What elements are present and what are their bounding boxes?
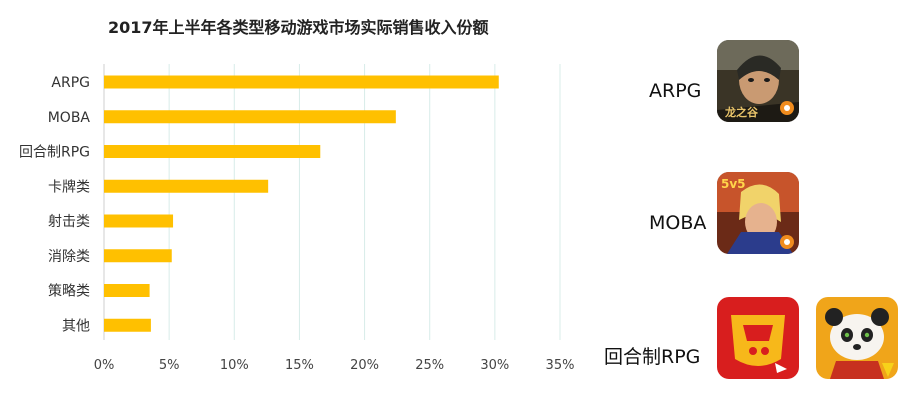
bar: [104, 110, 396, 124]
x-tick-label: 30%: [480, 358, 509, 373]
x-tick-label: 35%: [546, 358, 575, 373]
moba-badge-text: 5v5: [721, 177, 746, 191]
y-category-label: 射击类: [48, 214, 90, 230]
bar-chart: 0% 5% 10% 15% 20% 25% 30% 35% ARPG MOBA 回合制RPG 卡牌类射…: [19, 64, 575, 373]
y-category-label: 策略类: [48, 283, 90, 300]
dragon-nest-game-icon: 龙之谷: [717, 40, 799, 122]
bar: [104, 318, 151, 332]
y-category-label: MOBA: [48, 110, 91, 126]
chart-title: 2017年上半年各类型移动游戏市场实际销售收入份额: [108, 18, 489, 37]
bar: [104, 284, 150, 297]
bar: [104, 249, 172, 263]
x-tick-label: 5%: [159, 358, 180, 373]
fantasy-westward-journey-game-icon: [717, 297, 799, 379]
y-category-label: 消除类: [48, 249, 90, 265]
dragon-nest-logo-text: 龙之谷: [724, 105, 759, 119]
x-tick-label: 20%: [350, 358, 379, 373]
bar: [104, 214, 174, 228]
x-tick-label: 0%: [94, 358, 115, 373]
bar: [104, 145, 321, 158]
kung-fu-panda-game-icon: [816, 297, 898, 379]
x-tick-label: 10%: [220, 358, 249, 373]
bar: [104, 179, 269, 193]
arpg-game-label: ARPG: [649, 80, 702, 102]
moba-game-label: MOBA: [649, 212, 707, 234]
x-tick-label: 15%: [285, 358, 314, 373]
bar: [104, 75, 499, 89]
y-category-label: 卡牌类: [48, 178, 90, 195]
x-tick-label: 25%: [415, 358, 444, 373]
y-category-label: 回合制RPG: [19, 145, 90, 161]
y-category-label: 其他: [62, 318, 90, 334]
turn-rpg-game-label: 回合制RPG: [604, 346, 701, 368]
kings-glory-game-icon: 5v5: [717, 172, 799, 254]
y-category-label: ARPG: [51, 75, 90, 91]
